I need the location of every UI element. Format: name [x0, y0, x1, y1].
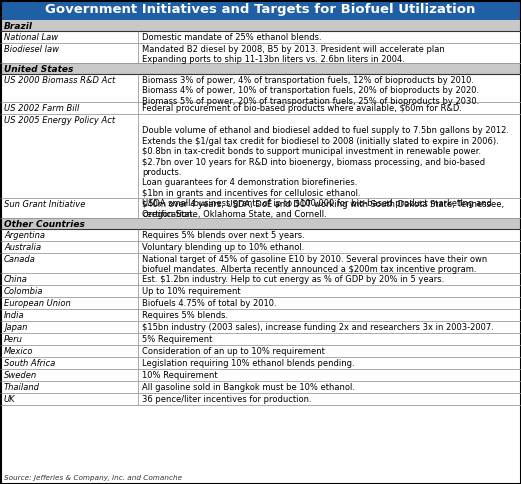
Text: Sweden: Sweden [4, 371, 37, 380]
Text: $40m over 4 years, USDA, DoE and DOT working with South Dakota State, Tennessee,: $40m over 4 years, USDA, DoE and DOT wor… [142, 200, 504, 219]
Text: Brazil: Brazil [4, 22, 33, 31]
Text: 10% Requirement: 10% Requirement [142, 371, 218, 380]
Text: 36 pence/liter incentives for production.: 36 pence/liter incentives for production… [142, 395, 312, 404]
Text: Japan: Japan [4, 323, 28, 332]
Text: Mexico: Mexico [4, 347, 33, 356]
Text: Other Countries: Other Countries [4, 220, 85, 229]
Text: Biodiesel law: Biodiesel law [4, 45, 59, 54]
Bar [0, 218, 521, 229]
Text: UK: UK [4, 395, 16, 404]
Text: Thailand: Thailand [4, 383, 40, 392]
Text: Colombia: Colombia [4, 287, 43, 296]
Bar [0, 20, 521, 31]
Text: China: China [4, 275, 28, 284]
Text: Australia: Australia [4, 243, 41, 252]
Text: Consideration of an up to 10% requirement: Consideration of an up to 10% requiremen… [142, 347, 325, 356]
Text: United States: United States [4, 65, 73, 74]
Text: Mandated B2 diesel by 2008, B5 by 2013. President will accelerate plan
Expanding: Mandated B2 diesel by 2008, B5 by 2013. … [142, 45, 445, 64]
Text: European Union: European Union [4, 299, 71, 308]
Text: All gasoline sold in Bangkok must be 10% ethanol.: All gasoline sold in Bangkok must be 10%… [142, 383, 355, 392]
Text: Biofuels 4.75% of total by 2010.: Biofuels 4.75% of total by 2010. [142, 299, 277, 308]
Text: Up to 10% requirement: Up to 10% requirement [142, 287, 241, 296]
Text: South Africa: South Africa [4, 359, 55, 368]
Text: Requires 5% blends over next 5 years.: Requires 5% blends over next 5 years. [142, 231, 305, 240]
Text: Double volume of ethanol and biodiesel added to fuel supply to 7.5bn gallons by : Double volume of ethanol and biodiesel a… [142, 116, 509, 219]
Text: Canada: Canada [4, 255, 36, 264]
Text: Requires 5% blends.: Requires 5% blends. [142, 311, 228, 320]
Text: Sun Grant Initiative: Sun Grant Initiative [4, 200, 85, 209]
Bar [0, 63, 521, 74]
Text: Federal procurement of bio-based products where available, $60m for R&D.: Federal procurement of bio-based product… [142, 104, 462, 113]
Text: India: India [4, 311, 24, 320]
Text: $15bn industry (2003 sales), increase funding 2x and researchers 3x in 2003-2007: $15bn industry (2003 sales), increase fu… [142, 323, 494, 332]
Text: US 2002 Farm Bill: US 2002 Farm Bill [4, 104, 79, 113]
Text: National Law: National Law [4, 33, 58, 42]
Text: National target of 45% of gasoline E10 by 2010. Several provinces have their own: National target of 45% of gasoline E10 b… [142, 255, 487, 274]
Text: Legislation requiring 10% ethanol blends pending.: Legislation requiring 10% ethanol blends… [142, 359, 355, 368]
Text: Voluntary blending up to 10% ethanol.: Voluntary blending up to 10% ethanol. [142, 243, 304, 252]
Text: Biomass 3% of power, 4% of transportation fuels, 12% of bioproducts by 2010.
Bio: Biomass 3% of power, 4% of transportatio… [142, 76, 479, 106]
Text: Peru: Peru [4, 335, 23, 344]
Text: Est. $1.2bn industry. Help to cut energy as % of GDP by 20% in 5 years.: Est. $1.2bn industry. Help to cut energy… [142, 275, 444, 284]
Text: US 2000 Biomass R&D Act: US 2000 Biomass R&D Act [4, 76, 115, 85]
Text: Argentina: Argentina [4, 231, 45, 240]
Text: US 2005 Energy Policy Act: US 2005 Energy Policy Act [4, 116, 115, 125]
Text: Domestic mandate of 25% ethanol blends.: Domestic mandate of 25% ethanol blends. [142, 33, 321, 42]
Text: 5% Requirement: 5% Requirement [142, 335, 213, 344]
Text: Government Initiatives and Targets for Biofuel Utilization: Government Initiatives and Targets for B… [45, 3, 476, 16]
Bar [0, 0, 521, 20]
Text: Source: Jefferies & Company, Inc. and Comanche: Source: Jefferies & Company, Inc. and Co… [4, 475, 182, 481]
